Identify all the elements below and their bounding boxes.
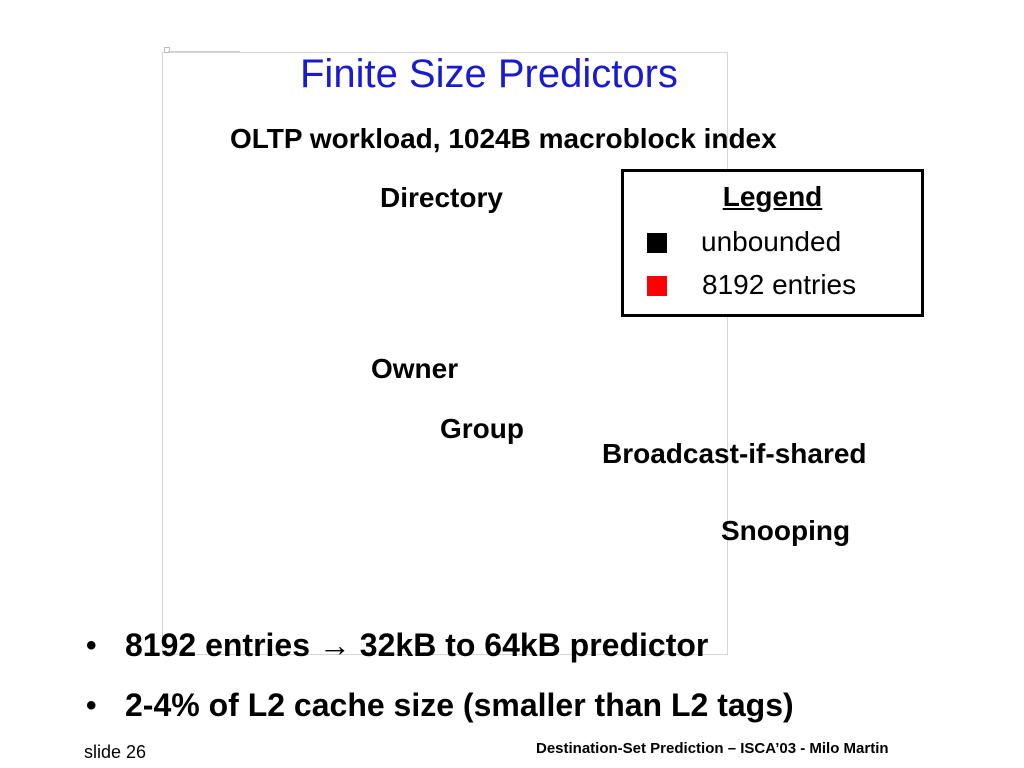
chart-frame [162,52,728,655]
legend-label-8192-entries: 8192 entries [702,269,857,300]
slide-number: slide 26 [84,742,147,762]
bullet-item: 8192 entries → 32kB to 64kB predictor [125,627,709,663]
slide-title: Finite Size Predictors [300,52,678,96]
legend-label-unbounded: unbounded [701,226,842,257]
slide-subtitle: OLTP workload, 1024B macroblock index [230,123,777,154]
footer-credit: Destination-Set Prediction – ISCA’03 - M… [536,740,889,757]
bullet-marker: • [86,689,97,722]
label-directory: Directory [380,182,503,213]
bullet-marker: • [86,629,97,662]
legend-swatch-8192-entries [647,276,667,296]
embedded-object-caption-line [168,51,240,52]
bullet-item: 2-4% of L2 cache size (smaller than L2 t… [125,687,794,723]
embedded-object-marker [164,47,170,53]
legend: Legend unbounded 8192 entries [621,169,924,317]
legend-swatch-unbounded [647,233,667,253]
legend-title: Legend [722,181,823,212]
label-snooping: Snooping [721,515,851,546]
label-group: Group [440,413,524,444]
label-owner: Owner [371,353,459,384]
label-broadcast-if-shared: Broadcast-if-shared [602,438,867,469]
